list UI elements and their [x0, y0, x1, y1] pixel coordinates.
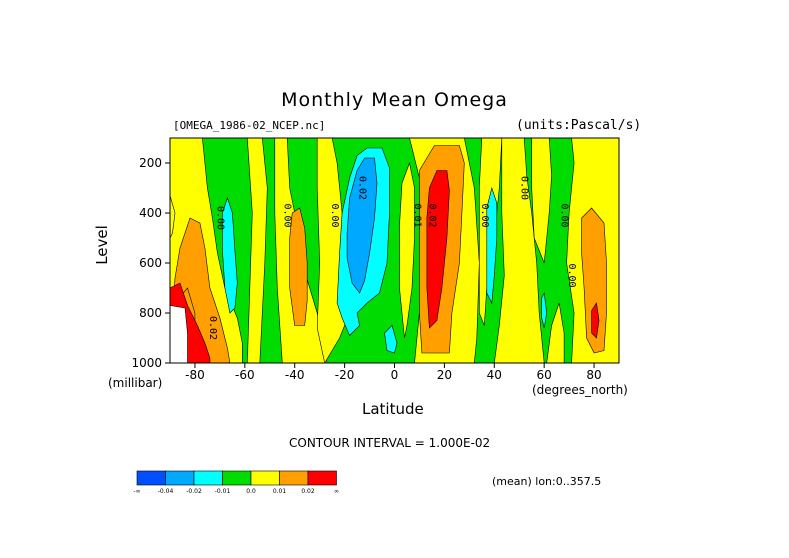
x-tick-label: 0	[391, 368, 399, 382]
contour-label: 0.00	[519, 176, 530, 200]
contour-label: 0.00	[282, 203, 293, 227]
contour-label: 0.02	[426, 203, 437, 227]
color-legend: -∞ -0.04 -0.02 -0.01 0.0 0.01 0.02 ∞	[133, 470, 339, 495]
x-tick-label: 60	[537, 368, 552, 382]
contour-region-orange	[581, 207, 607, 354]
contour-region-red	[426, 170, 450, 329]
y-tick-label: 400	[139, 206, 162, 220]
x-axis: -80 -60 -40 -20 0 20 40 60 80	[185, 363, 602, 382]
contour-region-yellow	[274, 138, 328, 363]
x-tick-label: -40	[285, 368, 305, 382]
contour-region-yellow	[493, 138, 545, 363]
legend-label: -∞	[133, 488, 140, 495]
legend-label: ∞	[334, 488, 339, 495]
contour-region-orange	[289, 207, 308, 326]
contour-fill-group	[170, 138, 619, 363]
y-tick-label: 600	[139, 256, 162, 270]
y-axis-unit: (millibar)	[108, 376, 163, 390]
x-tick-label: 80	[586, 368, 601, 382]
legend-label: -0.02	[186, 488, 202, 495]
file-label: [OMEGA_1986-02_NCEP.nc]	[173, 119, 326, 132]
contour-label: 0.00	[566, 263, 577, 287]
contour-interval-note: CONTOUR INTERVAL = 1.000E-02	[289, 436, 491, 450]
x-tick-label: 40	[487, 368, 502, 382]
contour-label-group: 0.00 0.00 0.00 0.02 0.01 0.02 0.00 0.00 0.00 0.00…	[207, 176, 577, 340]
contour-region-red	[591, 302, 600, 339]
legend-swatch	[307, 470, 337, 486]
legend-swatch	[165, 470, 195, 486]
legend-swatch	[136, 470, 166, 486]
y-axis-title: Level	[92, 225, 111, 265]
y-axis: 200 400 600 800 1000	[131, 156, 170, 370]
x-axis-title: Latitude	[362, 400, 424, 418]
legend-label: -0.04	[158, 488, 174, 495]
contour-region-yellow	[399, 161, 415, 339]
contour-region-yellow	[546, 302, 565, 363]
contour-region-cyan	[222, 197, 238, 314]
contour-label: 0.00	[214, 206, 225, 230]
contour-label: 0.01	[411, 203, 422, 227]
contour-label: 0.02	[207, 316, 218, 340]
legend-label: 0.01	[273, 488, 287, 495]
contour-region-blue	[346, 157, 378, 294]
x-axis-unit: (degrees_north)	[532, 383, 628, 397]
chart-title: Monthly Mean Omega	[281, 89, 508, 111]
contour-region-white	[170, 305, 188, 363]
legend-swatch	[279, 470, 309, 486]
contour-label: 0.00	[559, 203, 570, 227]
contour-region-cyan	[486, 186, 498, 305]
units-label: (units:Pascal/s)	[516, 118, 642, 133]
contour-region-yellow	[170, 195, 176, 239]
x-tick-label: -20	[335, 368, 355, 382]
contour-label: 0.00	[329, 203, 340, 227]
contour-region-yellow	[246, 138, 268, 363]
contour-region-cyan	[541, 291, 548, 329]
legend-swatch	[250, 470, 280, 486]
legend-label: -0.01	[215, 488, 231, 495]
x-tick-label: 20	[437, 368, 452, 382]
contour-label: 0.00	[479, 203, 490, 227]
legend-swatch	[222, 470, 252, 486]
legend-label: 0.02	[301, 488, 315, 495]
contour-region-yellow	[531, 138, 552, 264]
contour-region-cyan	[384, 324, 398, 354]
x-tick-label: -60	[235, 368, 255, 382]
contour-label: 0.02	[357, 176, 368, 200]
x-tick-label: -80	[185, 368, 205, 382]
y-tick-label: 1000	[131, 356, 162, 370]
y-tick-label: 800	[139, 306, 162, 320]
y-tick-label: 200	[139, 156, 162, 170]
legend-label: 0.0	[246, 488, 256, 495]
legend-swatch	[193, 470, 223, 486]
mean-note: (mean) lon:0..357.5	[492, 475, 602, 488]
